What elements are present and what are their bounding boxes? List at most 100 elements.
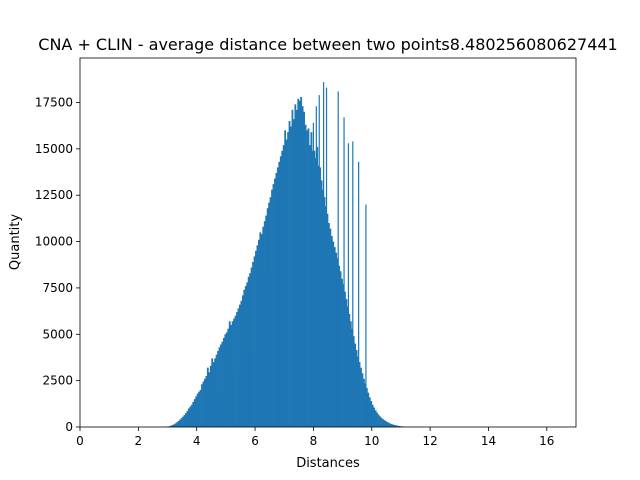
histogram-bar — [333, 247, 336, 427]
histogram-spike — [337, 91, 339, 427]
histogram-bar — [230, 325, 233, 427]
histogram-bar — [281, 150, 284, 427]
histogram-bar — [323, 197, 326, 427]
x-tick-label: 12 — [422, 434, 437, 448]
histogram-bar — [396, 425, 399, 427]
histogram-bar — [233, 318, 235, 427]
histogram-bar — [186, 410, 189, 427]
histogram-spike — [358, 161, 360, 427]
histogram-bar — [189, 406, 192, 427]
histogram-bar — [387, 422, 390, 427]
histogram-bar — [285, 139, 288, 427]
histogram-bar — [176, 422, 179, 427]
histogram-bar — [295, 109, 298, 428]
histogram-spike — [238, 369, 240, 427]
histogram-spike — [318, 95, 320, 427]
histogram-bar — [269, 197, 272, 427]
histogram-bar — [292, 119, 295, 427]
histogram-bar — [206, 367, 209, 427]
chart-title: CNA + CLIN - average distance between tw… — [38, 35, 617, 54]
histogram-bar — [204, 378, 206, 427]
y-axis-ticks: 0 2500 5000 7500 10000 12500 15000 17500 — [35, 96, 80, 434]
histogram-bar — [170, 425, 173, 427]
histogram-bar — [224, 334, 227, 427]
histogram-bar — [291, 109, 294, 428]
histogram-bar — [320, 180, 323, 427]
histogram-spike — [276, 261, 278, 427]
histogram-bar — [386, 421, 389, 427]
histogram-bar — [358, 362, 361, 427]
histogram-bar — [367, 392, 370, 427]
histogram-bar — [256, 245, 259, 427]
histogram-bar — [187, 408, 190, 427]
histogram-bar — [316, 147, 319, 427]
histogram-bar — [241, 295, 244, 427]
histogram-spike — [269, 271, 271, 427]
histogram-bar — [287, 132, 289, 428]
histogram-bar — [205, 376, 208, 427]
x-tick-label: 4 — [193, 434, 201, 448]
y-tick-label: 5000 — [42, 327, 73, 341]
histogram-bar — [247, 276, 250, 427]
histogram-bars — [164, 96, 422, 428]
histogram-bar — [348, 313, 351, 427]
histogram-spike — [247, 347, 249, 427]
y-tick-label: 7500 — [42, 281, 73, 295]
histogram-bar — [211, 358, 214, 427]
histogram-bar — [395, 425, 397, 427]
plot-frame — [79, 57, 577, 428]
histogram-bar — [290, 126, 292, 428]
histogram-bar — [262, 226, 265, 427]
x-tick-label: 0 — [76, 434, 84, 448]
histogram-bar — [220, 344, 222, 427]
histogram-bar — [398, 425, 400, 427]
histogram-bar — [276, 167, 279, 427]
histogram-bar — [174, 423, 177, 427]
histogram-bar — [196, 393, 199, 427]
histogram-bar — [338, 265, 341, 427]
histogram-bar — [171, 424, 174, 427]
histogram-bar — [249, 273, 252, 427]
histogram-bar — [234, 315, 237, 427]
histogram-spike — [217, 391, 220, 427]
histogram-bar — [201, 384, 203, 427]
histogram-bar — [309, 145, 311, 427]
histogram-bar — [257, 239, 260, 427]
histogram-bar — [360, 367, 362, 427]
y-tick-label: 15000 — [35, 142, 73, 156]
y-tick-label: 17500 — [35, 96, 73, 110]
histogram-bar — [278, 161, 281, 427]
histogram-spike — [325, 87, 328, 428]
histogram-bar — [326, 213, 329, 427]
histogram-bar — [179, 419, 182, 427]
histogram-spike — [343, 117, 345, 427]
histogram-spike — [352, 141, 354, 427]
histogram-bar — [209, 365, 212, 427]
histogram-bar — [183, 414, 186, 427]
histogram-bar — [253, 256, 256, 427]
histogram-bar — [376, 412, 378, 427]
x-tick-label: 14 — [481, 434, 496, 448]
histogram-bar — [310, 132, 313, 428]
histogram-bar — [389, 423, 392, 427]
histogram-bar — [260, 234, 263, 427]
histogram-bar — [365, 388, 368, 427]
y-axis-label: Quantity — [8, 214, 23, 270]
histogram-bar — [225, 332, 228, 427]
x-tick-label: 2 — [135, 434, 143, 448]
histogram-bar — [354, 343, 357, 427]
histogram-bar — [274, 178, 276, 427]
histogram-bar — [313, 150, 316, 427]
histogram-bar — [361, 373, 364, 427]
histogram-bar — [373, 407, 376, 427]
histogram-bar — [328, 223, 330, 427]
histogram-bar — [255, 250, 257, 427]
histogram-bar — [182, 416, 184, 427]
histogram-bar — [288, 121, 291, 428]
histogram-bar — [177, 420, 180, 427]
histogram-bar — [352, 336, 355, 427]
x-tick-label: 10 — [364, 434, 379, 448]
y-tick-label: 10000 — [35, 235, 73, 249]
histogram-spike — [308, 154, 310, 428]
